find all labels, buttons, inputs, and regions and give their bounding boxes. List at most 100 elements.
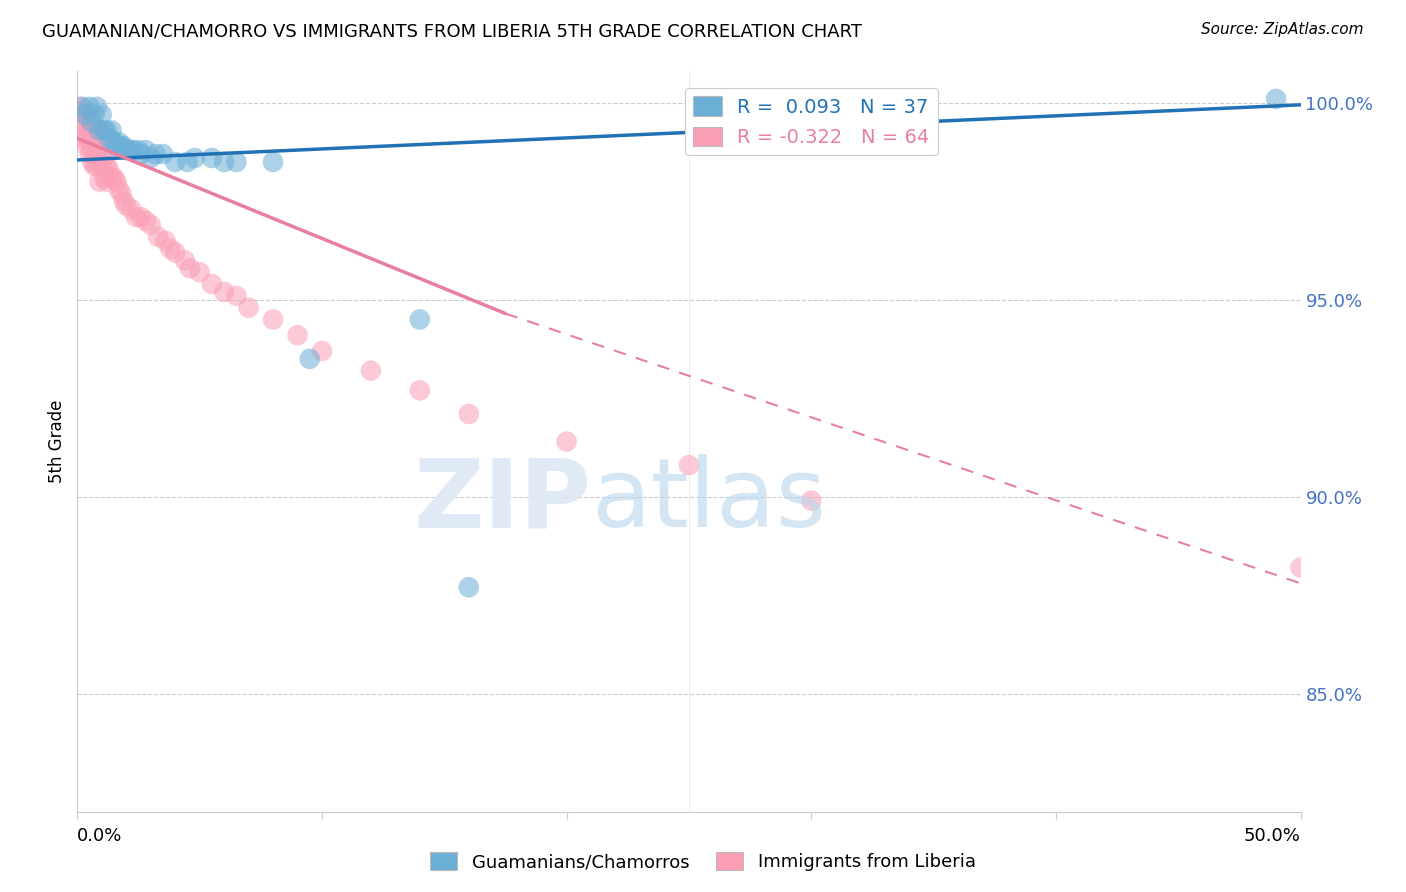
Point <box>188 265 211 279</box>
Point <box>70 103 93 118</box>
Y-axis label: 5th Grade: 5th Grade <box>48 400 66 483</box>
Point <box>79 123 101 137</box>
Point <box>80 115 103 129</box>
Point <box>79 147 101 161</box>
Text: Source: ZipAtlas.com: Source: ZipAtlas.com <box>1201 22 1364 37</box>
Point <box>73 108 96 122</box>
Text: 0.0%: 0.0% <box>77 828 122 846</box>
Point <box>86 143 108 157</box>
Point <box>83 135 105 149</box>
Text: 50.0%: 50.0% <box>1244 828 1301 846</box>
Point <box>212 155 235 169</box>
Point <box>120 143 142 157</box>
Point <box>262 312 284 326</box>
Point <box>238 301 260 315</box>
Text: atlas: atlas <box>591 454 827 548</box>
Point <box>89 151 111 165</box>
Point <box>120 202 142 217</box>
Point <box>80 155 103 169</box>
Point <box>98 162 121 177</box>
Point <box>800 493 823 508</box>
Point <box>135 214 157 228</box>
Point <box>105 139 128 153</box>
Point <box>139 218 162 232</box>
Point <box>76 128 98 142</box>
Point <box>86 100 108 114</box>
Point <box>89 139 111 153</box>
Point <box>139 151 162 165</box>
Point <box>103 135 125 149</box>
Point <box>100 123 122 137</box>
Point <box>79 100 101 114</box>
Point <box>115 198 138 212</box>
Point <box>159 242 181 256</box>
Point <box>184 151 207 165</box>
Point <box>112 194 135 209</box>
Point <box>1265 92 1288 106</box>
Point <box>152 147 174 161</box>
Point <box>100 170 122 185</box>
Point <box>89 175 111 189</box>
Text: ZIP: ZIP <box>413 454 591 548</box>
Point <box>90 147 112 161</box>
Point <box>129 147 152 161</box>
Legend: R =  0.093   N = 37, R = -0.322   N = 64: R = 0.093 N = 37, R = -0.322 N = 64 <box>685 88 938 155</box>
Point <box>98 131 121 145</box>
Point <box>287 328 309 343</box>
Point <box>79 135 101 149</box>
Point <box>86 159 108 173</box>
Point <box>108 135 131 149</box>
Point <box>73 108 96 122</box>
Point <box>90 108 112 122</box>
Point <box>70 100 93 114</box>
Point <box>176 155 198 169</box>
Point <box>90 159 112 173</box>
Point <box>83 123 105 137</box>
Point <box>96 159 118 173</box>
Point <box>83 159 105 173</box>
Point <box>179 261 201 276</box>
Point <box>201 277 224 291</box>
Point <box>174 253 197 268</box>
Point <box>110 186 132 201</box>
Point <box>80 143 103 157</box>
Point <box>311 343 333 358</box>
Point <box>112 139 135 153</box>
Point <box>678 458 700 472</box>
Point <box>262 155 284 169</box>
Point <box>93 123 115 137</box>
Point <box>76 139 98 153</box>
Point <box>212 285 235 299</box>
Point <box>201 151 224 165</box>
Point <box>135 143 157 157</box>
Point <box>93 151 115 165</box>
Point <box>96 175 118 189</box>
Point <box>409 312 432 326</box>
Point <box>125 210 148 224</box>
Point <box>93 170 115 185</box>
Legend: Guamanians/Chamorros, Immigrants from Liberia: Guamanians/Chamorros, Immigrants from Li… <box>423 845 983 879</box>
Point <box>145 147 167 161</box>
Point <box>69 100 91 114</box>
Point <box>115 143 138 157</box>
Point <box>108 182 131 196</box>
Point <box>457 407 479 421</box>
Point <box>555 434 578 449</box>
Point <box>298 351 321 366</box>
Point <box>146 229 169 244</box>
Point <box>129 210 152 224</box>
Point <box>105 175 128 189</box>
Point <box>76 115 98 129</box>
Point <box>127 143 149 157</box>
Point <box>457 580 479 594</box>
Point <box>225 155 247 169</box>
Point <box>225 289 247 303</box>
Point <box>73 131 96 145</box>
Point <box>89 123 111 137</box>
Text: GUAMANIAN/CHAMORRO VS IMMIGRANTS FROM LIBERIA 5TH GRADE CORRELATION CHART: GUAMANIAN/CHAMORRO VS IMMIGRANTS FROM LI… <box>42 22 862 40</box>
Point <box>155 234 177 248</box>
Point <box>122 143 145 157</box>
Point <box>409 384 432 398</box>
Point <box>103 170 125 185</box>
Point <box>86 131 108 145</box>
